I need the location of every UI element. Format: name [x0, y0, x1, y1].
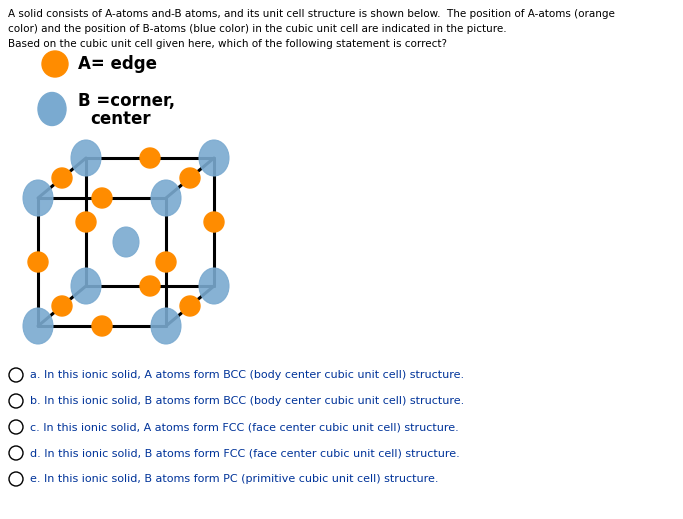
Circle shape [140, 148, 160, 168]
Text: b. In this ionic solid, B atoms form BCC (body center cubic unit cell) structure: b. In this ionic solid, B atoms form BCC… [30, 396, 464, 406]
Circle shape [156, 252, 176, 272]
Circle shape [180, 296, 200, 316]
Text: A solid consists of A-atoms and-B atoms, and its unit cell structure is shown be: A solid consists of A-atoms and-B atoms,… [8, 9, 615, 19]
Circle shape [92, 316, 112, 336]
Circle shape [52, 168, 72, 188]
Text: c. In this ionic solid, A atoms form FCC (face center cubic unit cell) structure: c. In this ionic solid, A atoms form FCC… [30, 422, 459, 432]
Text: d. In this ionic solid, B atoms form FCC (face center cubic unit cell) structure: d. In this ionic solid, B atoms form FCC… [30, 448, 460, 458]
Ellipse shape [71, 268, 101, 304]
Ellipse shape [151, 180, 181, 216]
Circle shape [180, 168, 200, 188]
Text: center: center [90, 110, 151, 128]
Circle shape [92, 188, 112, 208]
Text: B =corner,: B =corner, [78, 92, 175, 110]
Ellipse shape [71, 140, 101, 176]
Text: e. In this ionic solid, B atoms form PC (primitive cubic unit cell) structure.: e. In this ionic solid, B atoms form PC … [30, 474, 438, 484]
Ellipse shape [23, 180, 53, 216]
Ellipse shape [38, 92, 66, 126]
Circle shape [76, 212, 96, 232]
Text: A= edge: A= edge [78, 55, 157, 73]
Ellipse shape [23, 308, 53, 344]
Circle shape [52, 296, 72, 316]
Ellipse shape [113, 227, 139, 257]
Text: Based on the cubic unit cell given here, which of the following statement is cor: Based on the cubic unit cell given here,… [8, 39, 447, 49]
Circle shape [204, 212, 224, 232]
Ellipse shape [151, 308, 181, 344]
Ellipse shape [199, 268, 229, 304]
Circle shape [28, 252, 48, 272]
Text: color) and the position of B-atoms (blue color) in the cubic unit cell are indic: color) and the position of B-atoms (blue… [8, 24, 507, 34]
Circle shape [140, 276, 160, 296]
Circle shape [42, 51, 68, 77]
Ellipse shape [199, 140, 229, 176]
Text: a. In this ionic solid, A atoms form BCC (body center cubic unit cell) structure: a. In this ionic solid, A atoms form BCC… [30, 370, 464, 380]
